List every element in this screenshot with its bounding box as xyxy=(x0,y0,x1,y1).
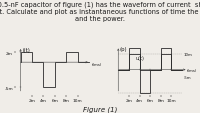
Text: u(t): u(t) xyxy=(135,56,144,61)
Text: t(ms): t(ms) xyxy=(187,68,198,72)
Text: t(ms): t(ms) xyxy=(91,63,102,67)
Text: (p): (p) xyxy=(120,47,127,52)
Text: -5m: -5m xyxy=(184,76,191,80)
Text: Figure (1): Figure (1) xyxy=(83,105,117,112)
Text: 10m: 10m xyxy=(184,53,192,57)
Text: The 0.5-nF capacitor of figure (1) has the waveform of current  shown
across it.: The 0.5-nF capacitor of figure (1) has t… xyxy=(0,1,200,21)
Text: i(t): i(t) xyxy=(22,48,30,53)
